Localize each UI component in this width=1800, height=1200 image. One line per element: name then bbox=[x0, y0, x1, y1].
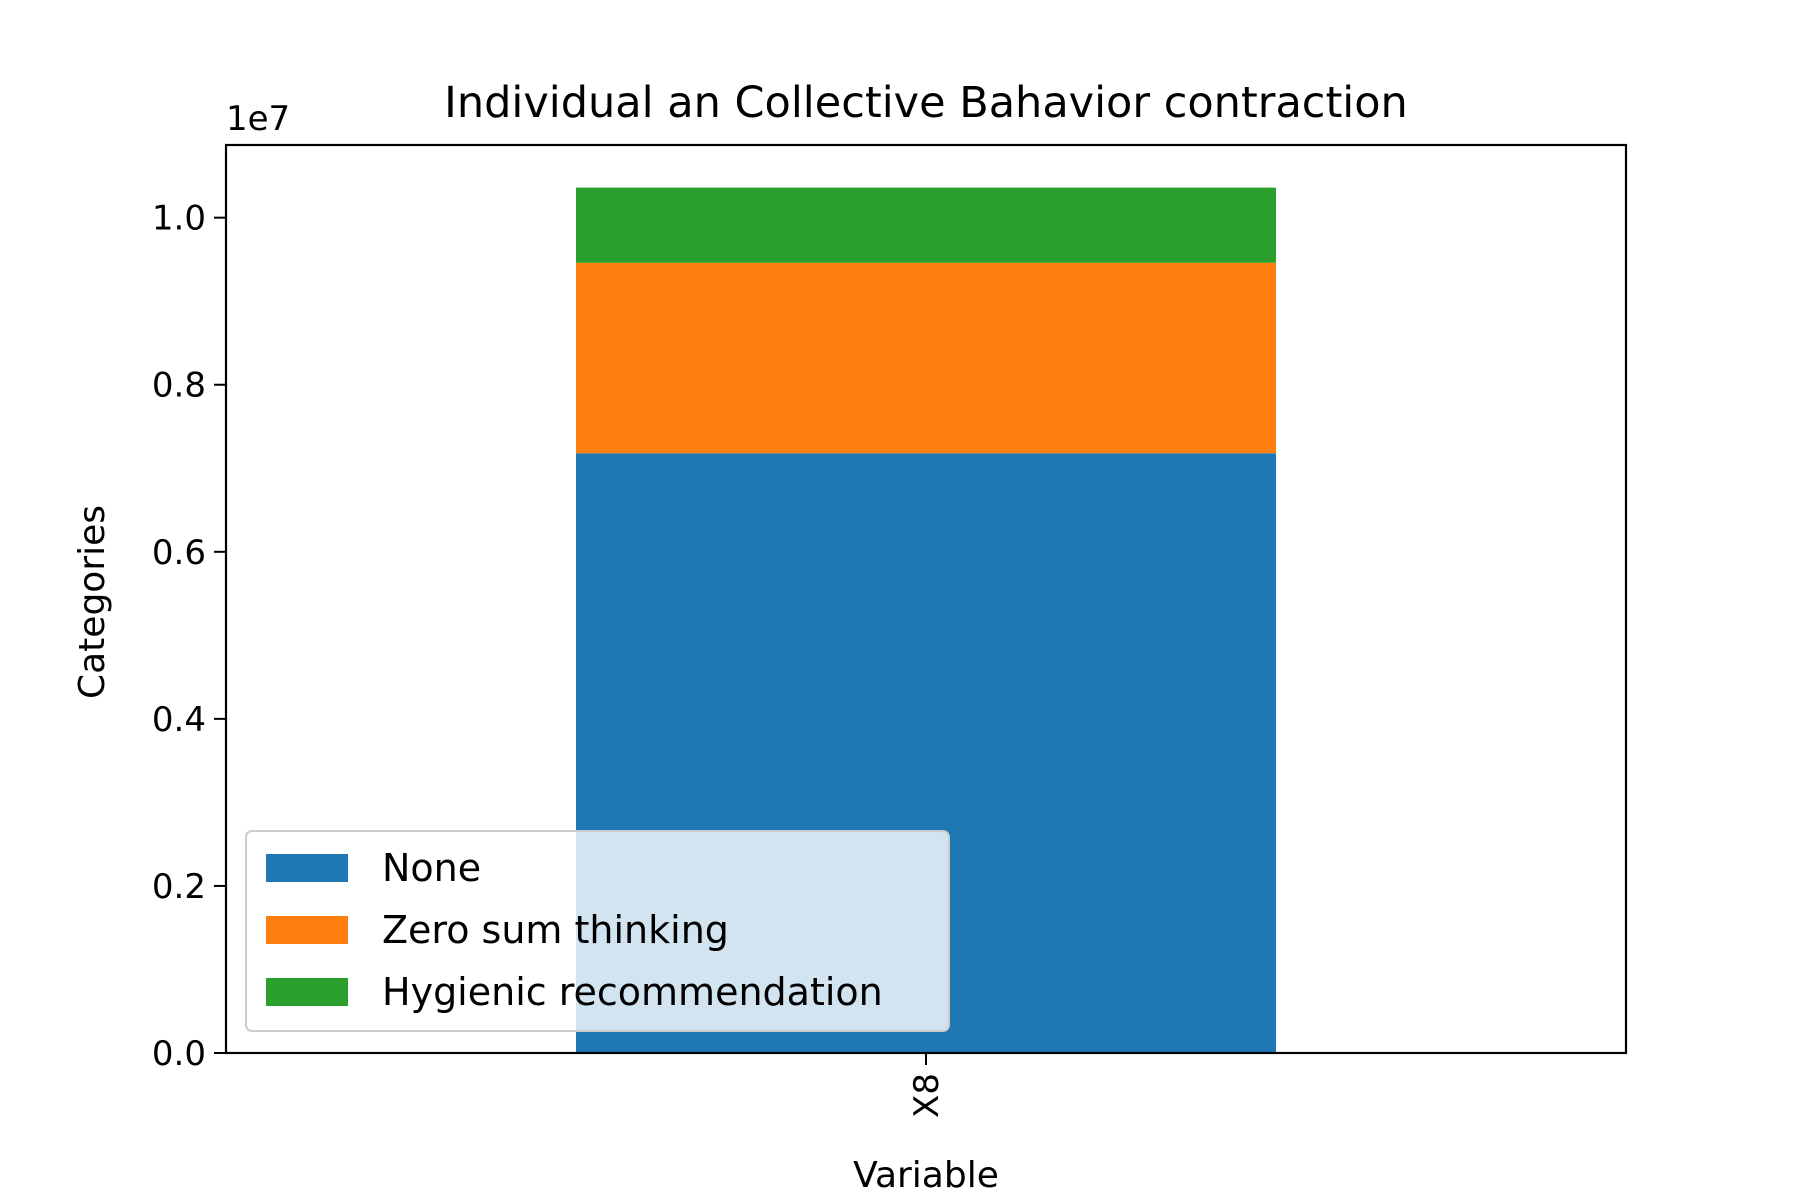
legend-entry-label: Hygienic recommendation bbox=[382, 970, 883, 1014]
legend-swatch bbox=[266, 916, 348, 944]
legend: None Zero sum thinking Hygienic recommenda… bbox=[245, 830, 950, 1032]
y-tick-label: 0.8 bbox=[152, 366, 206, 406]
legend-entry-label: Zero sum thinking bbox=[382, 908, 729, 952]
x-tick-label: X8 bbox=[907, 1073, 947, 1118]
y-axis-offset-label: 1e7 bbox=[226, 99, 290, 139]
plot-frame bbox=[224, 143, 1628, 1055]
y-tick-label: 0.2 bbox=[152, 867, 206, 907]
legend-frame bbox=[245, 830, 950, 1032]
y-tick-label: 0.6 bbox=[152, 533, 206, 573]
legend-swatch bbox=[266, 978, 348, 1006]
bar-segment-hygienic-recommendation bbox=[576, 187, 1276, 263]
legend-swatch bbox=[266, 854, 348, 882]
chart-title: Individual an Collective Bahavior contra… bbox=[444, 78, 1408, 128]
y-tick-label: 0.4 bbox=[152, 700, 206, 740]
bar-segment-zero-sum-thinking bbox=[576, 262, 1276, 454]
y-axis-label: Categories bbox=[72, 505, 113, 699]
y-tick-label: 0.0 bbox=[152, 1034, 206, 1074]
y-tick-label: 1.0 bbox=[152, 199, 206, 239]
axis-ticks: X8 0.0 0.2 0.4 0.6 0.8 1.0 bbox=[152, 199, 947, 1118]
legend-entry-label: None bbox=[382, 846, 481, 890]
x-axis-label: Variable bbox=[853, 1155, 999, 1196]
